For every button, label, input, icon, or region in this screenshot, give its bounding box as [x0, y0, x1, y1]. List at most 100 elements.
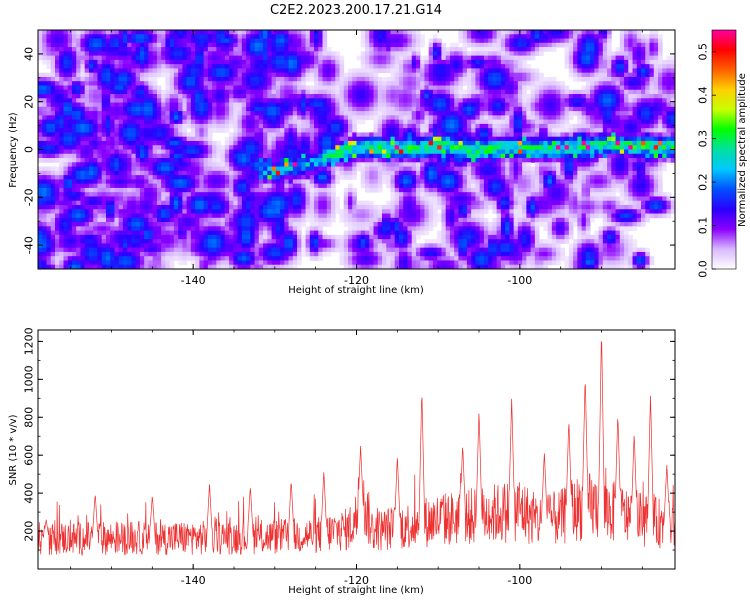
spectrogram-cell — [93, 89, 98, 95]
spectrogram-cell — [360, 98, 366, 103]
spectrogram-cell — [624, 34, 629, 39]
spectrogram-cell — [607, 30, 612, 35]
spectrogram-cell — [403, 72, 408, 78]
spectrogram-cell — [203, 85, 209, 91]
spectrogram-cell — [471, 47, 476, 52]
spectrogram-cell — [568, 123, 574, 129]
spectrogram-cell — [615, 59, 621, 65]
spectrogram-cell — [224, 94, 230, 99]
spectrogram-cell — [551, 115, 557, 121]
spectrogram-cell — [398, 140, 404, 146]
spectrogram-cell — [670, 145, 675, 150]
spectrogram-cell — [54, 38, 60, 44]
spectrogram-cell — [619, 30, 625, 35]
spectrogram-cell — [364, 162, 370, 167]
spectrogram-cell — [178, 51, 183, 57]
spectrogram-cell — [288, 59, 294, 65]
spectrogram-cell — [568, 115, 574, 121]
spectrogram-cell — [237, 38, 243, 44]
spectrogram-cell — [88, 51, 94, 57]
spectrogram-cell — [369, 153, 374, 159]
spectrogram-cell — [139, 85, 145, 91]
spectrogram-cell — [195, 128, 200, 133]
spectrogram-cell — [488, 162, 493, 167]
spectrogram-cell — [394, 170, 400, 176]
spectrogram-cell — [556, 85, 561, 91]
spectrogram-cell — [67, 128, 73, 133]
spectrogram-cell — [394, 47, 400, 52]
spectrogram-cell — [500, 34, 506, 39]
spectrogram-cell — [356, 119, 362, 125]
spectrogram-cell — [411, 106, 417, 112]
spectrogram-cell — [662, 115, 667, 121]
spectrogram-cell — [556, 38, 561, 44]
spectrogram-cell — [539, 106, 544, 112]
spectrogram-cell — [415, 47, 421, 52]
spectrogram-cell — [373, 119, 379, 125]
spectrogram-cell — [199, 119, 205, 125]
spectrogram-cell — [203, 140, 209, 146]
spectrogram-cell — [284, 38, 289, 44]
spectrogram-cell — [71, 59, 77, 65]
spectrogram-cell — [241, 34, 247, 39]
spectrogram-cell — [105, 34, 111, 39]
spectrogram-cell — [568, 132, 574, 138]
spectrogram-cell — [169, 145, 175, 150]
spectrogram-cell — [598, 158, 604, 163]
spectrogram-cell — [398, 123, 404, 129]
spectrogram-cell — [131, 89, 137, 95]
spectrogram-cell — [573, 145, 578, 150]
spectrogram-cell — [122, 47, 128, 52]
spectrogram-cell — [322, 42, 328, 48]
spectrogram-cell — [76, 94, 81, 99]
spectrogram-cell — [369, 162, 374, 167]
spectrogram-cell — [670, 106, 675, 112]
spectrogram-cell — [88, 76, 94, 82]
spectrogram-cell — [71, 76, 77, 82]
spectrogram-cell — [573, 51, 578, 57]
spectrogram-cell — [267, 81, 272, 86]
spectrogram-cell — [165, 123, 171, 129]
spectrogram-cell — [195, 72, 200, 78]
spectrogram-cell — [386, 153, 391, 159]
spectrogram-cell — [628, 145, 633, 150]
spectrogram-cell — [411, 115, 417, 121]
spectrogram-cell — [394, 72, 400, 78]
spectrogram-cell — [165, 136, 171, 142]
spectrogram-cell — [199, 115, 205, 121]
spectrogram-cell — [577, 89, 582, 95]
spectrogram-cell — [258, 38, 264, 44]
spectrogram-cell — [71, 123, 77, 129]
spectrogram-cell — [314, 140, 319, 146]
spectrogram-cell — [288, 153, 294, 159]
spectrogram-cell — [517, 149, 523, 155]
spectrogram-cell — [195, 145, 200, 150]
spectrogram-cell — [415, 55, 421, 61]
spectrogram-cell — [534, 158, 540, 163]
spectrogram-cell — [254, 47, 260, 52]
spectrogram-cell — [662, 123, 667, 129]
spectrogram-cell — [71, 34, 77, 39]
spectrogram-cell — [161, 158, 166, 163]
spectrogram-cell — [619, 68, 625, 74]
spectrogram-cell — [63, 51, 69, 57]
spectrogram-cell — [373, 47, 379, 52]
spectrogram-cell — [398, 106, 404, 112]
spectrogram-cell — [152, 85, 158, 91]
spectrogram-cell — [568, 153, 574, 159]
spectrogram-cell — [364, 42, 370, 48]
spectrogram-cell — [526, 158, 532, 163]
spectrogram-cell — [105, 115, 111, 121]
spectrogram-cell — [50, 111, 56, 116]
spectrogram-cell — [258, 123, 264, 129]
spectrogram-cell — [309, 166, 315, 172]
spectrogram-cell — [407, 128, 413, 133]
spectrogram-cell — [505, 115, 510, 121]
spectrogram-cell — [352, 68, 357, 74]
spectrogram-cell — [420, 85, 425, 91]
spectrogram-cell — [284, 123, 289, 129]
spectrogram-cell — [428, 42, 434, 48]
spectrogram-cell — [258, 68, 264, 74]
spectrogram-cell — [144, 94, 149, 99]
spectrogram-cell — [551, 158, 557, 163]
